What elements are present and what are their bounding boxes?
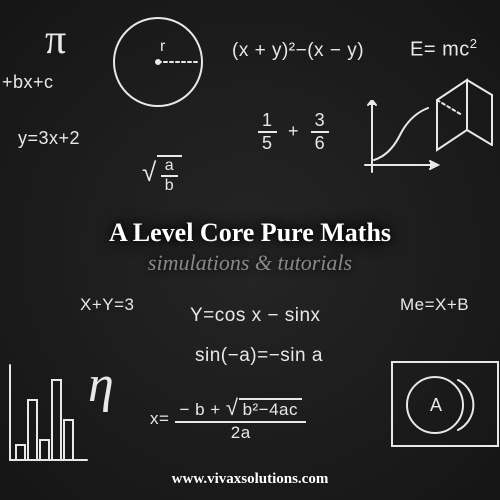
quadratic-poly: +bx+c <box>2 72 54 93</box>
fraction-sum: 15 + 36 <box>258 110 329 154</box>
frac-5: 5 <box>258 133 277 154</box>
qf-lhs: x= <box>150 409 169 429</box>
title-block: A Level Core Pure Maths simulations & tu… <box>0 218 500 276</box>
footer-url: www.vivaxsolutions.com <box>0 471 500 488</box>
frac-1: 1 <box>258 110 277 133</box>
venn-diagram <box>390 360 500 450</box>
title-main: A Level Core Pure Maths <box>0 218 500 248</box>
circle-diagram <box>108 12 208 112</box>
curve-graph <box>360 100 440 180</box>
xy-eq: X+Y=3 <box>80 295 135 315</box>
quadratic-formula: x= − b + b²−4ac 2a <box>150 395 306 443</box>
frac-6: 6 <box>311 133 330 154</box>
emc2-exp: 2 <box>470 36 478 51</box>
qf-num-a: − b + <box>179 400 225 419</box>
sqrt-ab: ab <box>142 155 182 195</box>
qf-den: 2a <box>175 423 306 443</box>
sqrt-a: a <box>161 157 178 177</box>
circle-r-label: r <box>160 38 166 56</box>
sin-neg-eq: sin(−a)=−sin a <box>195 345 323 367</box>
bar-chart <box>2 360 92 470</box>
pi-symbol: π <box>45 16 67 64</box>
me-xb-eq: Me=X+B <box>400 295 469 315</box>
frac-plus: + <box>288 121 299 141</box>
linear-eq: y=3x+2 <box>18 128 80 149</box>
qf-num-b: b²−4ac <box>239 398 302 420</box>
qf-num: − b + b²−4ac <box>175 395 306 423</box>
binomial-expr: (x + y)²−(x − y) <box>232 40 364 62</box>
venn-a-label: A <box>430 395 443 416</box>
sqrt-b: b <box>161 177 178 195</box>
emc2-base: E= mc <box>410 39 470 61</box>
emc2: E= mc2 <box>410 36 477 62</box>
cos-sin-eq: Y=cos x − sinx <box>190 305 321 327</box>
frac-3: 3 <box>311 110 330 133</box>
prism-diagram <box>432 70 500 160</box>
title-sub: simulations & tutorials <box>0 250 500 276</box>
